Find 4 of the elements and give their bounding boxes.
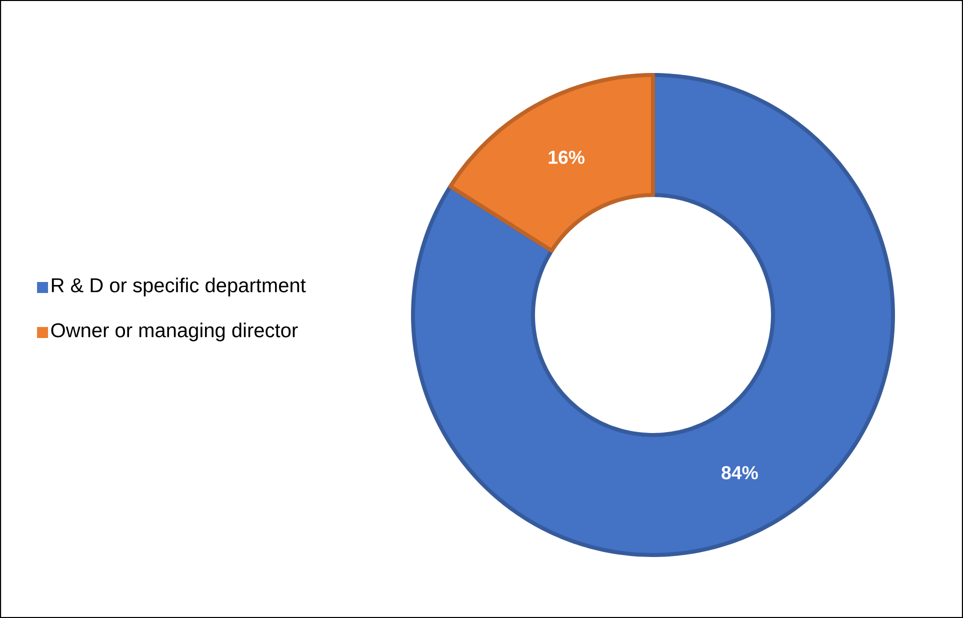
- legend-label: Owner or managing director: [51, 322, 298, 342]
- legend-label: R & D or specific department: [52, 278, 306, 296]
- data-label: 16%: [548, 150, 584, 164]
- data-label: 84%: [722, 466, 758, 480]
